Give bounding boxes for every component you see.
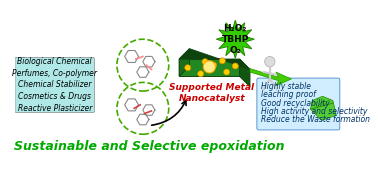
Polygon shape [250, 69, 291, 86]
Text: Good recyclability: Good recyclability [261, 99, 330, 108]
FancyBboxPatch shape [15, 57, 94, 113]
Circle shape [224, 69, 230, 75]
Text: Highly stable: Highly stable [261, 82, 311, 91]
Polygon shape [179, 49, 250, 70]
Circle shape [185, 65, 191, 71]
Text: Sustainable and Selective epoxidation: Sustainable and Selective epoxidation [14, 140, 284, 153]
Polygon shape [179, 59, 240, 76]
Text: Supported Metal
Nanocatalyst: Supported Metal Nanocatalyst [169, 83, 254, 103]
Circle shape [198, 71, 204, 77]
Text: leaching proof: leaching proof [261, 90, 316, 99]
Circle shape [211, 62, 217, 68]
Text: Biological Chemical
Perfumes, Co-polymer
Chemical Stabilizer
Cosmetics & Drugs
R: Biological Chemical Perfumes, Co-polymer… [12, 57, 97, 113]
Text: H₂O₂
TBHP
O₂: H₂O₂ TBHP O₂ [222, 24, 249, 55]
Circle shape [203, 61, 215, 73]
Polygon shape [310, 96, 336, 120]
Polygon shape [216, 20, 254, 58]
FancyArrowPatch shape [152, 100, 186, 125]
Text: High activity and selectivity: High activity and selectivity [261, 107, 367, 116]
Circle shape [232, 63, 238, 69]
Circle shape [265, 56, 275, 67]
Circle shape [219, 58, 225, 64]
FancyBboxPatch shape [257, 78, 340, 130]
Text: Reduce the Waste formation: Reduce the Waste formation [261, 115, 370, 124]
Polygon shape [240, 59, 250, 87]
Circle shape [202, 59, 208, 65]
Polygon shape [179, 49, 189, 76]
